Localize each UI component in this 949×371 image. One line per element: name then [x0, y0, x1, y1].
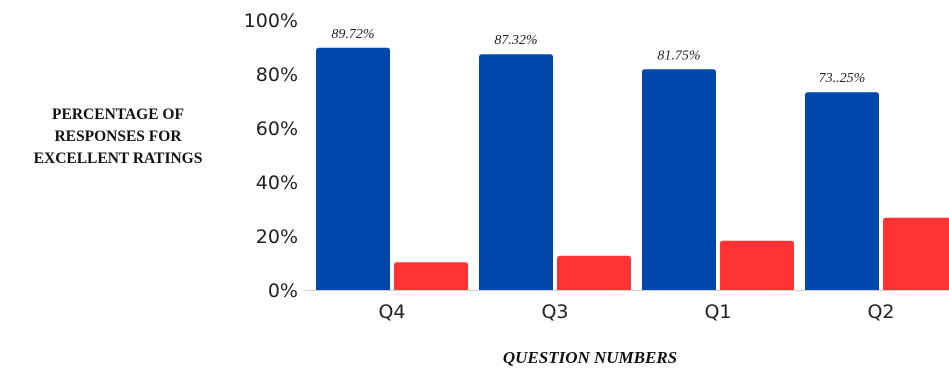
bar-series-2-q2: [883, 217, 949, 290]
bar-series-2-q4: [394, 262, 468, 290]
y-tick-label: 100%: [244, 10, 298, 32]
bar-series-1-q4: [316, 47, 390, 291]
y-axis-ticks: 0% 20% 40% 60% 80% 100%: [244, 10, 298, 302]
data-labels: 89.72% 87.32% 81.75% 73..25%: [331, 27, 865, 86]
bar-series-1-q1: [642, 69, 716, 291]
x-tick-label: Q2: [867, 301, 894, 323]
y-tick-label: 20%: [256, 226, 298, 248]
bar-series-1-q3: [479, 54, 553, 291]
x-tick-label: Q1: [704, 301, 731, 323]
data-label: 87.32%: [494, 33, 537, 48]
bar-series-2-q3: [557, 255, 631, 290]
y-tick-label: 80%: [256, 64, 298, 86]
bar-series-1-q2: [805, 92, 879, 290]
bars: [316, 47, 949, 291]
y-tick-label: 0%: [268, 280, 298, 302]
data-label: 73..25%: [819, 71, 866, 86]
x-axis-title: QUESTION NUMBERS: [502, 348, 678, 367]
y-axis-title: PERCENTAGE OF RESPONSES FOR EXCELLENT RA…: [4, 104, 232, 170]
bar-series-2-q1: [720, 240, 794, 290]
y-axis-title-line-2: RESPONSES FOR: [54, 128, 182, 145]
y-tick-label: 60%: [256, 118, 298, 140]
y-axis-title-line-1: PERCENTAGE OF: [52, 106, 184, 123]
data-label: 81.75%: [657, 48, 700, 63]
x-tick-label: Q3: [541, 301, 568, 323]
x-tick-label: Q4: [378, 301, 405, 323]
y-axis-title-line-3: EXCELLENT RATINGS: [33, 150, 203, 167]
y-tick-label: 40%: [256, 172, 298, 194]
data-label: 89.72%: [331, 27, 374, 42]
x-axis-ticks: Q4 Q3 Q1 Q2: [378, 301, 894, 323]
